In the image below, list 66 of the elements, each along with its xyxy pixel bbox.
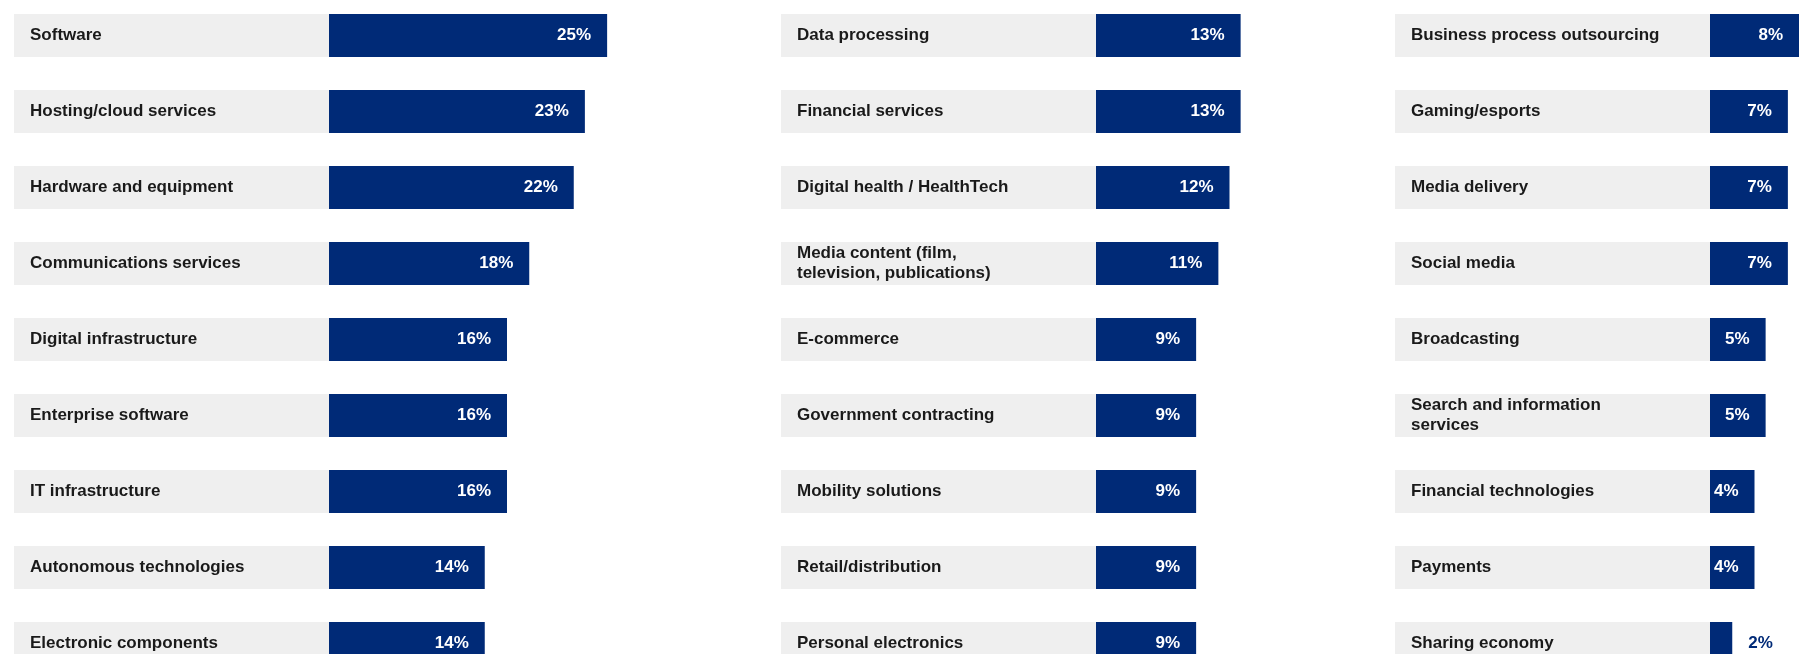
y-tick-label: E-commerce — [797, 328, 900, 348]
data-label: 2% — [1748, 632, 1773, 652]
bar — [1096, 394, 1197, 437]
y-tick-label: Personal electronics — [797, 632, 964, 652]
data-label: 16% — [456, 328, 491, 348]
data-label: 16% — [456, 480, 491, 500]
y-tick-label: Gaming/esports — [1411, 100, 1541, 120]
bar — [1710, 318, 1766, 361]
data-label: 13% — [1190, 100, 1225, 120]
data-label: 7% — [1747, 176, 1772, 196]
data-label: 16% — [456, 404, 491, 424]
bar — [1710, 546, 1755, 589]
y-tick-label: Hardware and equipment — [30, 176, 234, 196]
y-tick-label: Business process outsourcing — [1411, 24, 1660, 44]
data-label: 5% — [1725, 328, 1750, 348]
data-label: 22% — [523, 176, 558, 196]
y-tick-label: Retail/distribution — [797, 556, 942, 576]
y-tick-label: Government contracting — [797, 404, 995, 424]
data-label: 9% — [1155, 480, 1181, 500]
bar — [1710, 90, 1788, 133]
data-label: 9% — [1155, 556, 1181, 576]
bar — [1096, 318, 1197, 361]
y-tick-label: Communications services — [30, 252, 241, 272]
data-label: 25% — [557, 24, 592, 44]
data-label: 7% — [1747, 100, 1772, 120]
data-label: 9% — [1155, 404, 1181, 424]
y-tick-label: Financial technologies — [1411, 480, 1595, 500]
bar — [1710, 242, 1788, 285]
y-tick-label: Mobility solutions — [797, 480, 942, 500]
data-label: 14% — [434, 632, 469, 652]
data-label: 9% — [1155, 632, 1181, 652]
y-tick-label: Social media — [1411, 252, 1516, 272]
data-label: 4% — [1713, 480, 1739, 500]
bar — [1096, 470, 1197, 513]
y-tick-label: Media delivery — [1411, 176, 1529, 196]
bar — [1710, 166, 1788, 209]
y-tick-label: Financial services — [797, 100, 944, 120]
y-tick-label: Media content (film, television, publications) — [797, 242, 991, 282]
y-tick-label: Hosting/cloud services — [30, 100, 217, 120]
bar — [1710, 14, 1799, 57]
y-tick-label: Electronic components — [30, 632, 218, 652]
y-tick-label: Data processing — [797, 24, 930, 44]
data-label: 8% — [1758, 24, 1783, 44]
bar — [1096, 546, 1197, 589]
data-label: 11% — [1169, 252, 1203, 272]
bar — [1710, 470, 1755, 513]
data-label: 12% — [1179, 176, 1214, 196]
data-label: 5% — [1725, 404, 1750, 424]
y-tick-label: Software — [30, 24, 102, 44]
data-label: 9% — [1155, 328, 1181, 348]
data-label: 7% — [1747, 252, 1772, 272]
y-tick-label: IT infrastructure — [30, 480, 161, 500]
data-label: 13% — [1190, 24, 1225, 44]
data-label: 23% — [534, 100, 569, 120]
y-tick-label: Digital infrastructure — [30, 328, 198, 348]
y-tick-label: Enterprise software — [30, 404, 189, 424]
data-label: 4% — [1713, 556, 1739, 576]
data-label: 18% — [479, 252, 514, 272]
y-tick-label: Autonomous technologies — [30, 556, 245, 576]
y-tick-label: Sharing economy — [1411, 632, 1555, 652]
data-label: 14% — [434, 556, 469, 576]
y-tick-label: Search and information services — [1411, 394, 1601, 434]
y-tick-label: Broadcasting — [1411, 328, 1520, 348]
y-tick-label: Digital health / HealthTech — [797, 176, 1009, 196]
bar — [1710, 394, 1766, 437]
y-tick-label: Payments — [1411, 556, 1492, 576]
